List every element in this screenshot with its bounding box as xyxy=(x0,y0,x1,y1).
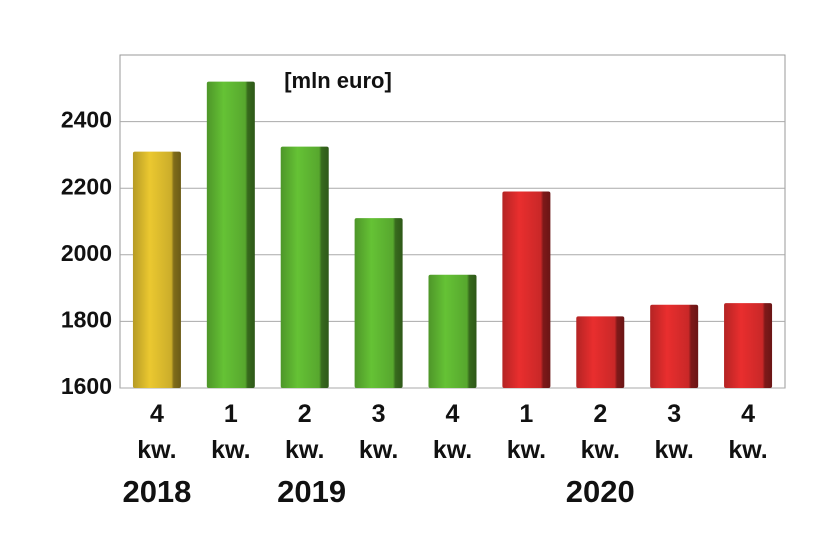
x-tick-label: 1 kw. xyxy=(506,400,547,464)
x-tick-label: 1 kw. xyxy=(211,400,251,464)
bar xyxy=(132,151,181,388)
y-tick-label: 1800 xyxy=(61,306,112,332)
y-tick-label: 1600 xyxy=(61,373,112,399)
bar xyxy=(576,316,625,388)
bar xyxy=(206,81,255,388)
x-tick-label: 2 kw. xyxy=(580,400,620,464)
bar xyxy=(428,274,477,388)
y-tick-label: 2200 xyxy=(61,173,112,199)
year-label: 2019 xyxy=(277,474,347,509)
year-label: 2020 xyxy=(565,474,635,509)
bar xyxy=(280,146,329,388)
bar xyxy=(650,304,699,388)
x-tick-label: 2 kw. xyxy=(285,400,325,464)
bar xyxy=(502,191,551,388)
x-tick-label: 3 kw. xyxy=(654,400,694,464)
x-tick-label: 4 kw. xyxy=(728,400,768,464)
y-tick-label: 2000 xyxy=(61,240,112,266)
annotation: [mln euro] xyxy=(284,68,392,93)
bar xyxy=(354,218,403,388)
x-tick-label: 4 kw. xyxy=(137,400,177,464)
x-tick-label: 3 kw. xyxy=(358,400,399,464)
y-tick-label: 2400 xyxy=(61,107,112,133)
bar xyxy=(724,303,773,388)
year-label: 2018 xyxy=(122,474,192,509)
x-tick-label: 4 kw. xyxy=(432,400,473,464)
